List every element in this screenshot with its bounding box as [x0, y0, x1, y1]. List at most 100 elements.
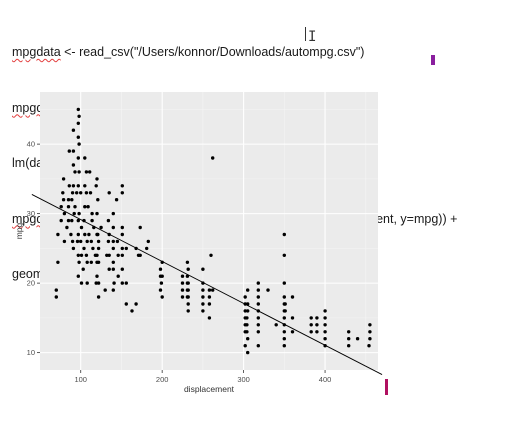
data-point	[71, 128, 76, 132]
data-point	[368, 330, 372, 334]
y-axis-ticks: 10 20 30 40	[27, 140, 40, 357]
data-point	[347, 344, 351, 348]
data-point	[90, 218, 94, 223]
data-point	[59, 218, 63, 223]
data-point	[84, 191, 89, 195]
data-point	[86, 205, 90, 209]
data-point	[94, 184, 98, 188]
data-point	[159, 281, 164, 285]
data-point	[309, 330, 313, 334]
data-point	[347, 330, 351, 334]
data-point	[120, 191, 125, 195]
data-point	[73, 170, 77, 174]
y-axis-label: mpg	[14, 222, 24, 239]
data-point	[367, 344, 371, 348]
data-point	[61, 191, 65, 195]
data-point	[73, 205, 77, 209]
data-point	[84, 253, 89, 257]
data-point	[207, 295, 212, 299]
data-point	[274, 323, 278, 327]
data-point	[256, 288, 260, 292]
data-point	[120, 232, 125, 237]
data-point	[290, 295, 295, 299]
data-point	[111, 239, 116, 244]
data-point	[59, 205, 63, 209]
data-point	[111, 288, 116, 292]
data-point	[146, 239, 150, 244]
data-point	[120, 246, 125, 251]
data-point	[89, 239, 94, 244]
data-point	[56, 232, 60, 237]
data-point	[201, 309, 205, 313]
data-point	[96, 232, 100, 237]
data-point	[347, 337, 351, 341]
x-tick-label: 400	[319, 375, 332, 384]
data-point	[243, 309, 247, 313]
selection-marker-top	[431, 55, 435, 65]
data-point	[76, 232, 81, 237]
data-point	[290, 330, 295, 334]
data-point	[106, 239, 111, 244]
data-point	[180, 295, 185, 299]
data-point	[87, 232, 91, 237]
data-point	[75, 191, 79, 195]
data-point	[112, 281, 116, 285]
data-point	[111, 267, 116, 271]
code-token: g.csv")	[326, 45, 365, 59]
data-point	[81, 267, 85, 271]
data-point	[94, 281, 98, 285]
data-point	[158, 267, 163, 271]
data-point	[75, 239, 80, 244]
data-point	[246, 337, 250, 341]
code-line-1: mpgdata <- read_csv("/Users/konnor/Downl…	[12, 43, 457, 62]
x-axis-ticks: 100 200 300 400	[74, 370, 331, 384]
data-point	[114, 198, 119, 202]
data-point	[76, 107, 81, 112]
data-point	[82, 246, 86, 251]
data-point	[283, 309, 287, 313]
data-point	[256, 295, 260, 299]
data-point	[76, 184, 81, 188]
data-point	[111, 225, 116, 230]
x-axis-label: displacement	[184, 384, 235, 394]
ibeam-cursor-icon: I	[308, 29, 317, 45]
data-point	[355, 337, 360, 341]
data-point	[89, 260, 94, 264]
data-point	[282, 316, 286, 320]
data-point	[107, 191, 111, 195]
data-point	[115, 239, 120, 244]
data-point	[207, 316, 212, 320]
data-point	[95, 253, 99, 257]
data-point	[186, 288, 190, 292]
data-point	[186, 309, 190, 313]
data-point	[323, 316, 327, 320]
data-point	[124, 281, 128, 285]
data-point	[79, 191, 83, 195]
data-point	[160, 295, 164, 299]
data-point	[70, 198, 74, 202]
data-point	[256, 344, 260, 348]
data-point	[83, 205, 87, 209]
data-point	[66, 218, 71, 223]
data-point	[61, 177, 66, 181]
data-point	[95, 274, 99, 278]
data-point	[180, 288, 185, 292]
data-point	[61, 198, 66, 202]
data-points	[54, 107, 372, 355]
data-point	[107, 253, 111, 257]
data-point	[103, 288, 107, 292]
data-point	[368, 323, 372, 327]
data-point	[256, 316, 260, 320]
data-point	[107, 267, 111, 271]
data-point	[282, 295, 286, 299]
data-point	[79, 253, 84, 257]
data-point	[186, 281, 190, 285]
data-point	[180, 274, 185, 278]
data-point	[79, 225, 84, 230]
data-point	[76, 253, 81, 257]
data-point	[77, 260, 81, 264]
data-point	[368, 337, 372, 341]
y-tick-label: 10	[27, 348, 35, 357]
data-point	[158, 288, 163, 292]
data-point	[77, 211, 81, 216]
